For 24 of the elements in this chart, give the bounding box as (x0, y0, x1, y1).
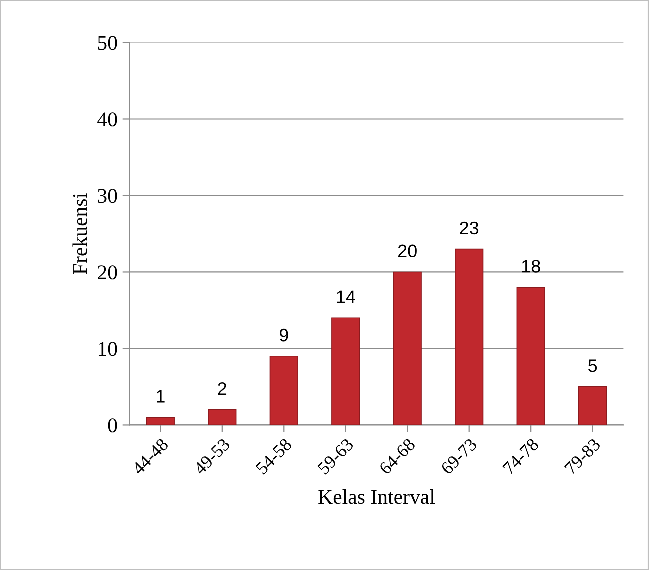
data-label: 2 (218, 382, 227, 396)
data-label: 23 (460, 222, 479, 235)
y-tick-label: 10 (98, 342, 118, 356)
bar (332, 318, 360, 426)
bar (455, 248, 484, 426)
data-label: 1 (157, 390, 165, 403)
bar (393, 272, 422, 426)
bar (516, 287, 546, 426)
y-axis-title: Frekuensi (72, 193, 88, 274)
y-tick-label: 20 (98, 266, 118, 280)
y-tick-label: 40 (98, 112, 118, 127)
x-axis-title: Kelas Interval (318, 490, 436, 504)
bar (208, 410, 237, 426)
y-tick-label: 30 (98, 189, 118, 204)
data-label: 14 (337, 290, 356, 304)
bar (270, 356, 298, 426)
data-label: 5 (588, 360, 598, 372)
data-label: 20 (398, 244, 417, 258)
bar (146, 417, 175, 426)
data-label: 18 (522, 260, 540, 273)
data-label: 9 (280, 328, 288, 342)
y-tick-label: 50 (98, 36, 118, 50)
bar (578, 386, 608, 426)
y-tick-label: 0 (108, 418, 118, 433)
